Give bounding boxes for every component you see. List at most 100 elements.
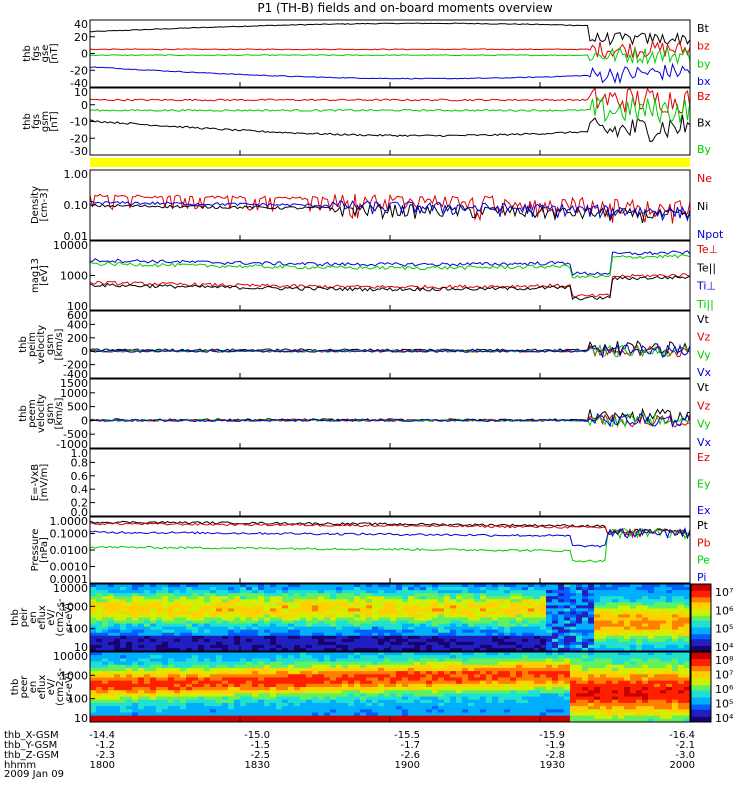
legend-Vx: Vx [697, 436, 712, 449]
series-2-1 [89, 86, 691, 114]
footer-value: -14.4 [89, 730, 115, 741]
ylabel-line: [km/s] [54, 328, 65, 360]
panel-9: thbpeirenefluxeV/(cm2-s-sr-eV) 10⁷ 10⁶ 10⁵ 1… [10, 582, 734, 654]
series-4-3 [89, 250, 691, 276]
series-1-4 [89, 62, 691, 85]
series-5-4 [89, 343, 691, 359]
footer-value: -2.8 [545, 750, 565, 761]
footer-value: -2.6 [400, 750, 420, 761]
ylabel-line: sr-eV) [64, 672, 75, 701]
legend-Vx: Vx [697, 366, 712, 379]
ytick-label: 1.00 [64, 168, 89, 181]
ytick-label: 0.0001 [50, 573, 89, 586]
footer-date: 2009 Jan 09 [4, 769, 64, 780]
colorbar-tick: 10⁶ [715, 604, 734, 617]
ylabel-line: Density [30, 186, 41, 224]
footer-value: -15.0 [244, 730, 270, 741]
ytick-label: -20 [70, 132, 88, 145]
ytick-label: 1500 [60, 377, 88, 390]
ytick-label: -30 [70, 145, 88, 158]
ytick-label: 0 [81, 345, 88, 358]
panel-4: mag13[eV] Te⊥ Te|| Ti⊥ Ti|| 10000 1000 100 [30, 239, 718, 313]
ytick-label: 0.2 [71, 497, 89, 510]
ylabel-line: (cm2-s- [55, 598, 66, 636]
ytick-label: 1000 [60, 669, 88, 682]
ytick-label: 1.0000 [50, 515, 89, 528]
ylabel-line: thb [10, 679, 21, 696]
ylabel-line: [cm-3] [39, 188, 50, 221]
ytick-label: 200 [67, 332, 88, 345]
footer-value: -15.9 [539, 730, 565, 741]
panel-ylabel: Density[cm-3] [30, 186, 50, 224]
footer-value: -2.3 [95, 750, 115, 761]
ytick-label: -200 [63, 359, 88, 372]
ylabel-line: sr-eV) [64, 603, 75, 632]
colorbar-tick: 10⁴ [715, 712, 734, 725]
series-3-3 [89, 200, 691, 222]
panel-ylabel: thbpeimvelocitygsm[km/s] [18, 325, 65, 364]
ylabel-line: [km/s] [54, 397, 65, 429]
ytick-label: 400 [67, 318, 88, 331]
series-4-4 [89, 253, 691, 279]
legend-Bz: Bz [697, 90, 711, 103]
panel-3: Density[cm-3] Ne Ni Npot 1.00 0.10 0.01 [30, 168, 724, 243]
footer-value: 1800 [90, 760, 115, 771]
ytick-label: -500 [63, 428, 88, 441]
ylabel-line: (cm2-s- [55, 668, 66, 706]
ytick-label: 0.10 [64, 199, 89, 212]
ytick-label: 10000 [53, 239, 88, 252]
yellow-gap-band [90, 158, 690, 167]
panel-ylabel: mag13[eV] [30, 258, 50, 293]
ytick-label: -1000 [56, 438, 88, 451]
legend-Pe: Pe [697, 554, 710, 567]
series-3-1 [89, 193, 691, 224]
ytick-label: 10000 [53, 582, 88, 595]
ylabel-line: thb [18, 336, 29, 353]
series-2-2 [89, 114, 691, 143]
series-8-2 [89, 522, 691, 539]
legend-Vy: Vy [697, 348, 711, 361]
colorbar-tick: 10⁷ [715, 586, 733, 599]
panel-frame [89, 448, 691, 517]
ylabel-line: [nT] [49, 111, 60, 131]
series-4-1 [89, 273, 691, 299]
series-1-2 [90, 39, 691, 59]
ytick-label: 1.0 [71, 447, 89, 460]
ytick-label: 10000 [53, 650, 88, 663]
ytick-label: 1000 [60, 270, 88, 283]
ytick-label: 100 [67, 623, 88, 636]
ylabel-line: fgs [31, 46, 42, 61]
panel-frame [89, 19, 691, 88]
series-8-3 [89, 528, 691, 563]
ylabel-line: E=-VxB [30, 464, 41, 501]
footer-label: thb_Y-GSM [4, 740, 57, 751]
colorbar-tick: 10⁸ [715, 654, 734, 667]
panel-2: thbfgsgsm[nT] Bz Bx By 100 -10 -20-30 [22, 86, 712, 158]
ytick-label: 0 [81, 99, 88, 112]
ytick-label: 20 [74, 31, 88, 44]
series-1-3 [89, 46, 691, 66]
legend-Vy: Vy [697, 418, 711, 431]
ytick-label: 0 [81, 48, 88, 61]
legend-by: by [697, 57, 711, 70]
ytick-label: -10 [70, 116, 88, 129]
ytick-label: 0.0100 [50, 544, 89, 557]
series-2-3 [89, 96, 691, 123]
panel-ylabel: thbpeirenefluxeV/(cm2-s-sr-eV) [10, 598, 75, 636]
ylabel-line: [nPa] [39, 537, 50, 563]
ylabel-line: velocity [36, 325, 47, 364]
panel-ylabel: Pressure[nPa] [30, 529, 50, 572]
ylabel-line: eV/ [46, 609, 57, 626]
footer-ephemeris: thb_X-GSM -14.4 -15.0 -15.5 -15.9 -16.4 thb_Y-… [4, 730, 695, 780]
legend-Vt: Vt [697, 313, 710, 326]
ytick-label: 0.1000 [50, 528, 89, 541]
panel-6: thbpeemvelocitygsm[km/s] Vt Vz Vy Vx 15001000… [18, 377, 712, 451]
panel-group: thbfgsgse[nT]Btbzbybx40200-20-40thbfgsgs… [10, 18, 734, 725]
panel-5: thbpeimvelocitygsm[km/s] Vt Vz Vy Vx 60040020… [18, 309, 712, 381]
series-3-2 [89, 203, 691, 224]
ylabel-line: thb [22, 113, 33, 130]
